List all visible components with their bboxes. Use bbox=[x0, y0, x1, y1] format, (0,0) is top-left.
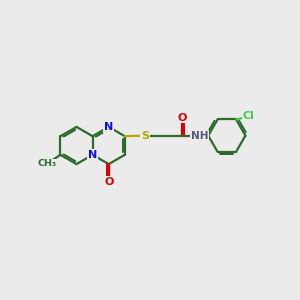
Text: O: O bbox=[104, 177, 113, 187]
Text: NH: NH bbox=[191, 130, 208, 141]
Text: S: S bbox=[141, 130, 149, 141]
Text: CH₃: CH₃ bbox=[38, 159, 57, 168]
Text: N: N bbox=[104, 122, 113, 132]
Text: N: N bbox=[88, 150, 97, 160]
Text: O: O bbox=[177, 112, 187, 123]
Text: Cl: Cl bbox=[243, 112, 255, 122]
